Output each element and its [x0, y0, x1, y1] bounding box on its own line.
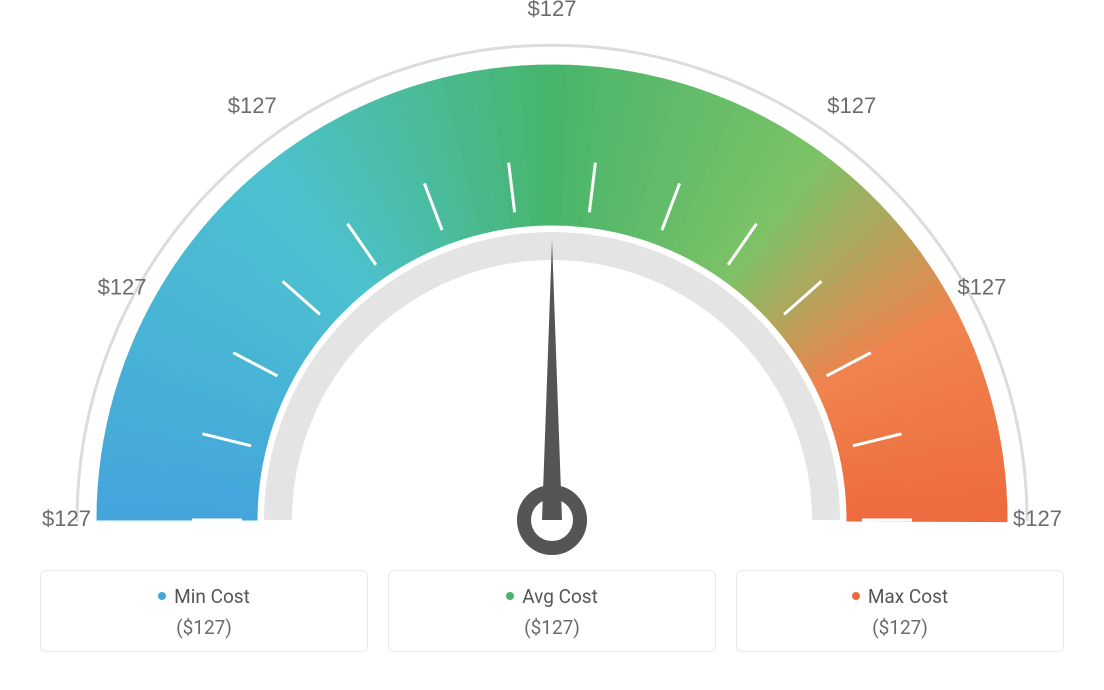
legend-value-max: ($127) [747, 616, 1053, 639]
svg-text:$127: $127 [957, 274, 1006, 299]
legend-card-avg: Avg Cost ($127) [388, 570, 716, 652]
dot-icon [852, 592, 860, 600]
legend-title-min: Min Cost [158, 585, 250, 608]
legend-label: Max Cost [868, 585, 948, 608]
legend-label: Min Cost [174, 585, 250, 608]
legend-card-max: Max Cost ($127) [736, 570, 1064, 652]
legend-card-min: Min Cost ($127) [40, 570, 368, 652]
legend-value-avg: ($127) [399, 616, 705, 639]
legend-label: Avg Cost [522, 585, 598, 608]
legend-title-avg: Avg Cost [506, 585, 598, 608]
svg-text:$127: $127 [228, 93, 277, 118]
svg-text:$127: $127 [827, 93, 876, 118]
svg-text:$127: $127 [528, 0, 577, 21]
svg-text:$127: $127 [1013, 506, 1062, 531]
legend-row: Min Cost ($127) Avg Cost ($127) Max Cost… [40, 570, 1064, 652]
svg-text:$127: $127 [42, 506, 91, 531]
dot-icon [158, 592, 166, 600]
cost-gauge-chart: $127 $127 $127 $127 $127 $127 $127 [0, 0, 1104, 560]
gauge-svg: $127 $127 $127 $127 $127 $127 $127 [0, 0, 1104, 560]
legend-value-min: ($127) [51, 616, 357, 639]
legend-title-max: Max Cost [852, 585, 948, 608]
dot-icon [506, 592, 514, 600]
svg-text:$127: $127 [98, 274, 147, 299]
